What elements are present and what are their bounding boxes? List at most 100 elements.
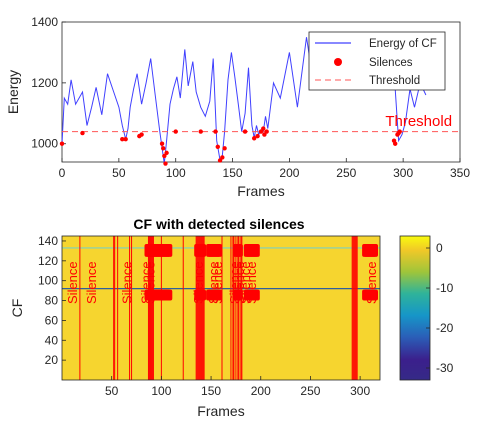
colorbar-ticks: 0 -10 -20 -30: [426, 241, 454, 375]
colorbar: 0 -10 -20 -30: [399, 235, 454, 381]
silence-point: [80, 130, 85, 136]
silence-column: [117, 236, 119, 380]
energy-chart: 0 50 100 150 200 250 300 350 1000 1200 1400 Frame…: [5, 15, 470, 199]
energy-x-tick-label: 200: [279, 166, 299, 180]
silence-column: [354, 236, 356, 380]
silence-point: [242, 129, 248, 134]
silence-point: [258, 129, 264, 134]
silence-column: [203, 236, 205, 380]
silence-point: [215, 144, 220, 149]
cf-x-tick-label: 150: [201, 384, 221, 398]
energy-y-tick-label: 1000: [31, 137, 58, 151]
silence-point: [251, 136, 257, 141]
silence-point: [220, 155, 225, 160]
silence-point: [173, 129, 178, 134]
silence-column: [352, 236, 354, 380]
silence-column: [353, 236, 355, 380]
colorbar-tick-label: -20: [436, 321, 454, 335]
silence-column: [241, 236, 243, 380]
cf-x-tick-label: 250: [300, 384, 320, 398]
silence-column: [221, 236, 223, 380]
silence-label: Silence: [84, 261, 99, 304]
silence-column: [147, 236, 149, 380]
silence-marker-upper: [236, 289, 243, 301]
cf-x-axis-label: Frames: [197, 403, 244, 419]
energy-x-tick-label: 100: [166, 166, 186, 180]
silence-column: [202, 236, 204, 380]
silence-label: Silence: [210, 261, 225, 304]
cf-y-tick-label: 140: [38, 234, 58, 248]
silence-column: [238, 236, 240, 380]
silence-column: [195, 236, 197, 380]
silence-column: [201, 236, 203, 380]
legend-label-energy: Energy of CF: [369, 38, 437, 50]
silence-point: [59, 141, 65, 146]
silence-point: [255, 133, 260, 139]
silence-column: [150, 236, 152, 380]
energy-x-tick-label: 0: [59, 166, 66, 180]
silence-column: [230, 236, 232, 380]
energy-x-tick-label: 150: [223, 166, 243, 180]
silence-column: [232, 236, 234, 380]
silence-column: [355, 236, 357, 380]
silence-point: [139, 132, 144, 137]
silence-label: Silence: [238, 261, 253, 304]
silence-column: [196, 236, 198, 380]
cf-y-tick-label: 120: [38, 254, 58, 268]
silence-column: [351, 236, 353, 380]
silence-point: [261, 126, 266, 131]
cf-x-tick-label: 300: [350, 384, 370, 398]
heatmap-background: [62, 236, 380, 380]
silence-point: [159, 141, 165, 146]
cf-y-axis-label: CF: [9, 299, 25, 318]
silence-column: [129, 236, 131, 380]
silence-column: [237, 236, 239, 380]
cf-x-ticks: 50 100 150 200 250 300: [105, 376, 370, 398]
silence-label: Silence: [142, 261, 157, 304]
silence-column: [151, 236, 153, 380]
colorbar-gradient: [399, 235, 431, 381]
silence-column: [152, 236, 154, 380]
cf-plot-area: [61, 235, 381, 381]
energy-x-tick-label: 300: [393, 166, 413, 180]
silence-column: [198, 236, 200, 380]
silence-column: [233, 236, 235, 380]
silence-column: [240, 236, 242, 380]
silence-marker-lower: [236, 243, 243, 257]
cf-y-tick-label: 60: [45, 313, 59, 327]
cf-x-tick-label: 50: [105, 384, 119, 398]
silence-label: Silence: [364, 261, 379, 304]
silence-point: [162, 153, 167, 159]
colorbar-tick-label: -10: [436, 281, 454, 295]
silence-column: [131, 236, 133, 380]
colorbar-tick-label: -30: [436, 361, 454, 375]
silence-point: [264, 129, 269, 134]
silence-point: [397, 129, 402, 134]
silence-marker-upper: [166, 289, 173, 301]
silence-label: Silence: [232, 261, 247, 304]
silence-point: [161, 146, 166, 151]
silence-column: [182, 236, 184, 380]
silence-point: [392, 141, 398, 146]
silence-column: [114, 236, 116, 380]
silence-point: [217, 158, 223, 163]
energy-x-tick-label: 50: [112, 166, 126, 180]
silence-point: [213, 129, 218, 134]
energy-y-axis-label: Energy: [5, 70, 21, 114]
energy-y-tick-label: 1400: [31, 15, 58, 29]
silence-marker-lower: [372, 243, 378, 257]
silence-marker-upper: [216, 289, 222, 301]
silence-label: Silence: [206, 261, 221, 304]
cf-chart-title: CF with detected silences: [133, 216, 304, 232]
legend-swatch-silences: [334, 58, 342, 66]
silence-marker-upper: [372, 289, 378, 301]
legend-label-silences: Silences: [369, 57, 413, 69]
silence-label: Silence: [244, 261, 259, 304]
silence-point: [120, 136, 125, 142]
legend-label-threshold: Threshold: [369, 75, 420, 87]
silence-column: [79, 236, 81, 380]
cf-heatmap-chart: CF with detected silences Silence Silence…: [9, 216, 454, 419]
silence-label: Silence: [138, 261, 153, 304]
